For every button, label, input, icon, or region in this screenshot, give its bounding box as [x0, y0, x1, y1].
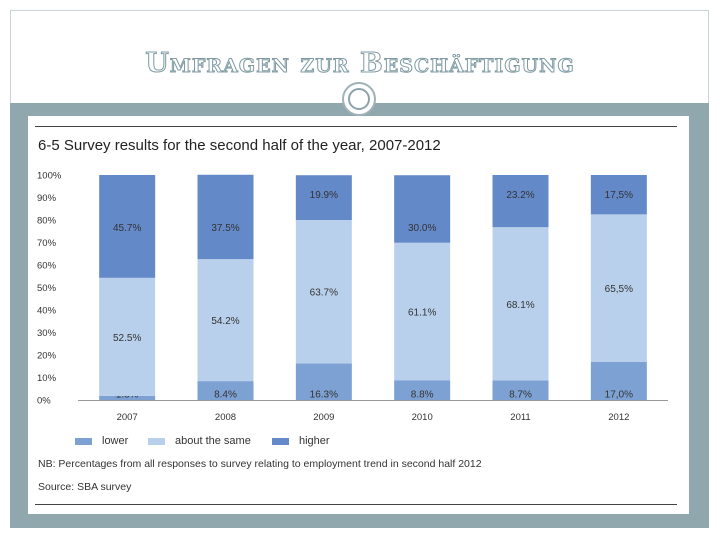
- slide-title: Umfragen zur Beschäftigung: [145, 48, 575, 80]
- legend-label-lower: lower: [102, 435, 129, 447]
- y-tick-label: 80%: [37, 216, 57, 227]
- bar-segment-higher: [99, 175, 156, 278]
- bar-segment-about-the-same: [394, 242, 451, 381]
- bar-segment-lower: [197, 381, 254, 400]
- bar-segment-lower: [492, 380, 549, 400]
- y-tick-label: 0%: [37, 396, 51, 407]
- data-label: 45.7%: [113, 223, 141, 234]
- data-label: 68.1%: [506, 300, 534, 311]
- bar-segment-about-the-same: [492, 227, 549, 381]
- chart-note: NB: Percentages from all responses to su…: [38, 458, 482, 470]
- y-tick-label: 20%: [37, 351, 57, 362]
- data-label: 17,0%: [605, 390, 633, 401]
- bar-segment-about-the-same: [197, 259, 254, 382]
- data-label: 8.4%: [214, 390, 237, 401]
- ring-ornament-icon: [342, 82, 376, 116]
- bar-segment-about-the-same: [590, 214, 647, 362]
- data-label: 16.3%: [310, 390, 338, 401]
- data-label: 23.2%: [506, 190, 534, 201]
- data-label: 17,5%: [605, 190, 633, 201]
- chart-source: Source: SBA survey: [38, 481, 132, 493]
- bar-segment-about-the-same: [295, 220, 352, 364]
- chart-top-rule: [35, 126, 677, 127]
- x-tick-label: 2008: [215, 412, 236, 423]
- bar-segment-about-the-same: [99, 277, 156, 396]
- bar-segment-higher: [590, 175, 647, 215]
- x-tick-label: 2007: [117, 412, 138, 423]
- legend-about-the-same: about the same: [148, 435, 251, 447]
- data-label: 8.7%: [509, 390, 532, 401]
- x-tick-label: 2011: [510, 412, 530, 423]
- data-label: 8.8%: [411, 390, 434, 401]
- slide-bottom-strip: [10, 514, 709, 528]
- legend-lower: lower: [75, 435, 128, 447]
- data-label: 30.0%: [408, 223, 436, 234]
- y-tick-label: 60%: [37, 261, 57, 272]
- y-tick-label: 30%: [37, 328, 57, 339]
- y-tick-label: 50%: [37, 283, 57, 294]
- y-tick-label: 70%: [37, 238, 57, 249]
- legend-label-higher: higher: [299, 435, 330, 447]
- x-tick-label: 2012: [608, 412, 629, 423]
- y-tick-label: 100%: [37, 171, 62, 182]
- legend-swatch-higher: [272, 437, 289, 445]
- bar-segment-lower: [590, 361, 647, 400]
- y-tick-label: 40%: [37, 306, 57, 317]
- bar-segment-higher: [295, 175, 352, 220]
- data-label: 65,5%: [605, 284, 633, 295]
- chart-bottom-rule: [35, 504, 677, 505]
- data-label: 63.7%: [310, 288, 338, 299]
- bar-segment-higher: [197, 174, 254, 260]
- bar-segment-higher: [492, 175, 549, 228]
- legend-higher: higher: [272, 435, 330, 447]
- x-tick-label: 2009: [313, 412, 334, 423]
- y-tick-label: 10%: [37, 373, 57, 384]
- x-tick-label: 2010: [412, 412, 433, 423]
- legend-label-about-the-same: about the same: [175, 435, 251, 447]
- data-label: 52.5%: [113, 333, 141, 344]
- chart-title: 6-5 Survey results for the second half o…: [38, 137, 441, 154]
- data-label: 37.5%: [211, 223, 239, 234]
- data-label: 19.9%: [310, 190, 338, 201]
- y-tick-label: 90%: [37, 193, 57, 204]
- bar-segment-lower: [295, 363, 352, 400]
- data-label: 54.2%: [211, 316, 239, 327]
- data-label: 61.1%: [408, 307, 436, 318]
- bar-segment-lower: [99, 395, 156, 400]
- bar-segment-lower: [394, 380, 451, 400]
- legend-swatch-about-the-same: [148, 437, 165, 445]
- legend-swatch-lower: [75, 437, 92, 445]
- bar-segment-higher: [394, 175, 451, 243]
